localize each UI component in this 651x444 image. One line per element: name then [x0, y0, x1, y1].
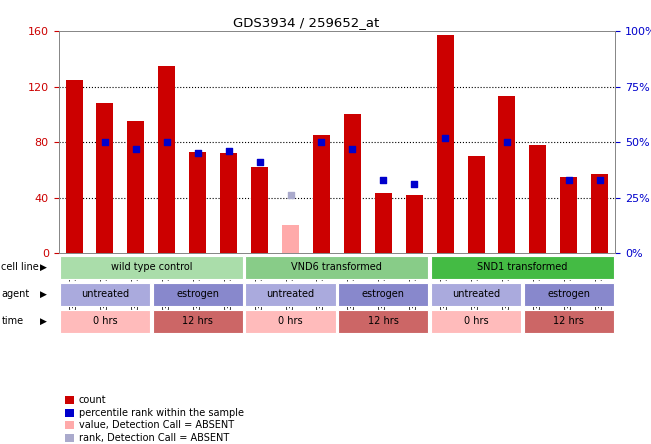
Bar — [220, 153, 237, 253]
Text: percentile rank within the sample: percentile rank within the sample — [79, 408, 243, 418]
Bar — [245, 283, 336, 306]
Bar — [189, 152, 206, 253]
Point — [409, 181, 419, 188]
Text: 0 hrs: 0 hrs — [92, 317, 117, 326]
Bar — [338, 283, 428, 306]
Bar — [499, 96, 516, 253]
Text: cell line: cell line — [1, 262, 39, 272]
Bar — [561, 177, 577, 253]
Text: 12 hrs: 12 hrs — [182, 317, 213, 326]
Text: time: time — [1, 317, 23, 326]
Text: untreated: untreated — [452, 289, 500, 299]
Bar — [66, 79, 83, 253]
Bar — [60, 283, 150, 306]
Bar — [245, 310, 336, 333]
Text: 12 hrs: 12 hrs — [553, 317, 584, 326]
Bar — [591, 174, 608, 253]
Text: estrogen: estrogen — [176, 289, 219, 299]
Point — [161, 139, 172, 146]
Point — [316, 139, 327, 146]
Point — [594, 176, 605, 183]
Bar — [437, 35, 454, 253]
Text: 0 hrs: 0 hrs — [464, 317, 488, 326]
Point — [378, 176, 389, 183]
Text: estrogen: estrogen — [547, 289, 590, 299]
Point — [440, 134, 450, 141]
Text: untreated: untreated — [266, 289, 314, 299]
Bar — [344, 115, 361, 253]
Bar — [152, 310, 243, 333]
Point — [347, 145, 357, 152]
Bar — [431, 256, 614, 279]
Text: estrogen: estrogen — [362, 289, 405, 299]
Text: value, Detection Call = ABSENT: value, Detection Call = ABSENT — [79, 420, 234, 430]
Bar — [523, 283, 614, 306]
Bar — [375, 194, 392, 253]
Text: 0 hrs: 0 hrs — [278, 317, 303, 326]
Bar — [60, 256, 243, 279]
Text: count: count — [79, 396, 106, 405]
Point — [502, 139, 512, 146]
Bar — [158, 66, 175, 253]
Bar — [313, 135, 330, 253]
Point — [223, 147, 234, 155]
Bar — [152, 283, 243, 306]
Point — [131, 145, 141, 152]
Text: ▶: ▶ — [40, 317, 48, 326]
Point — [285, 192, 296, 199]
Text: rank, Detection Call = ABSENT: rank, Detection Call = ABSENT — [79, 433, 229, 443]
Bar — [96, 103, 113, 253]
Text: SND1 transformed: SND1 transformed — [477, 262, 568, 272]
Text: GDS3934 / 259652_at: GDS3934 / 259652_at — [233, 16, 379, 28]
Bar — [523, 310, 614, 333]
Bar — [431, 283, 521, 306]
Point — [255, 159, 265, 166]
Text: untreated: untreated — [81, 289, 129, 299]
Text: ▶: ▶ — [40, 290, 48, 299]
Text: ▶: ▶ — [40, 263, 48, 272]
Bar — [245, 256, 428, 279]
Bar — [338, 310, 428, 333]
Bar — [251, 167, 268, 253]
Bar — [60, 310, 150, 333]
Bar — [282, 226, 299, 253]
Bar — [431, 310, 521, 333]
Text: wild type control: wild type control — [111, 262, 192, 272]
Bar — [406, 195, 422, 253]
Bar — [467, 156, 484, 253]
Point — [564, 176, 574, 183]
Bar — [128, 121, 145, 253]
Text: VND6 transformed: VND6 transformed — [292, 262, 382, 272]
Bar — [529, 145, 546, 253]
Text: agent: agent — [1, 289, 29, 299]
Text: 12 hrs: 12 hrs — [368, 317, 398, 326]
Point — [100, 139, 110, 146]
Point — [193, 150, 203, 157]
